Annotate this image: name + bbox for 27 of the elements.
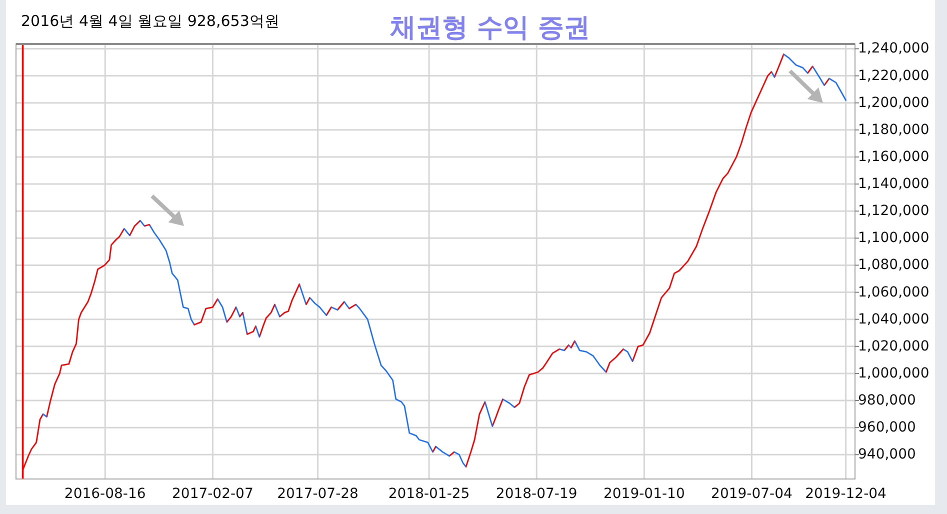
y-tick-label: 1,160,000 — [858, 148, 930, 165]
x-tick-label: 2019-12-04 — [805, 486, 887, 502]
y-tick-label: 1,040,000 — [858, 311, 930, 328]
y-tick-label: 1,220,000 — [858, 68, 930, 84]
x-tick-label: 2019-01-10 — [603, 486, 685, 502]
y-tick-label: 1,180,000 — [858, 122, 930, 138]
y-tick-label: 1,000,000 — [858, 365, 930, 382]
y-tick-label: 1,120,000 — [858, 203, 930, 220]
x-tick-label: 2017-07-28 — [277, 486, 358, 502]
x-tick-label: 2017-02-07 — [172, 486, 254, 502]
text: 2016년 4월 4일 월요일 928,653억원 — [21, 12, 280, 30]
y-tick-label: 1,200,000 — [858, 94, 930, 111]
x-tick-label: 2018-01-25 — [388, 486, 470, 502]
chart-title: 채권형 수익 증권 — [390, 13, 590, 43]
x-tick-label: 2016-08-16 — [64, 486, 146, 502]
y-tick-label: 1,240,000 — [858, 40, 930, 57]
y-tick-label: 1,060,000 — [858, 284, 930, 300]
y-tick-label: 1,100,000 — [858, 230, 930, 246]
y-tick-label: 980,000 — [858, 392, 916, 409]
y-tick-label: 940,000 — [858, 446, 916, 463]
y-tick-label: 1,140,000 — [858, 176, 930, 192]
y-tick-label: 1,020,000 — [858, 338, 930, 354]
line-series — [22, 53, 846, 471]
x-tick-label: 2019-07-04 — [711, 486, 793, 502]
y-tick-label: 960,000 — [858, 420, 916, 436]
x-tick-label: 2018-07-19 — [496, 486, 578, 502]
y-tick-label: 1,080,000 — [858, 257, 930, 274]
